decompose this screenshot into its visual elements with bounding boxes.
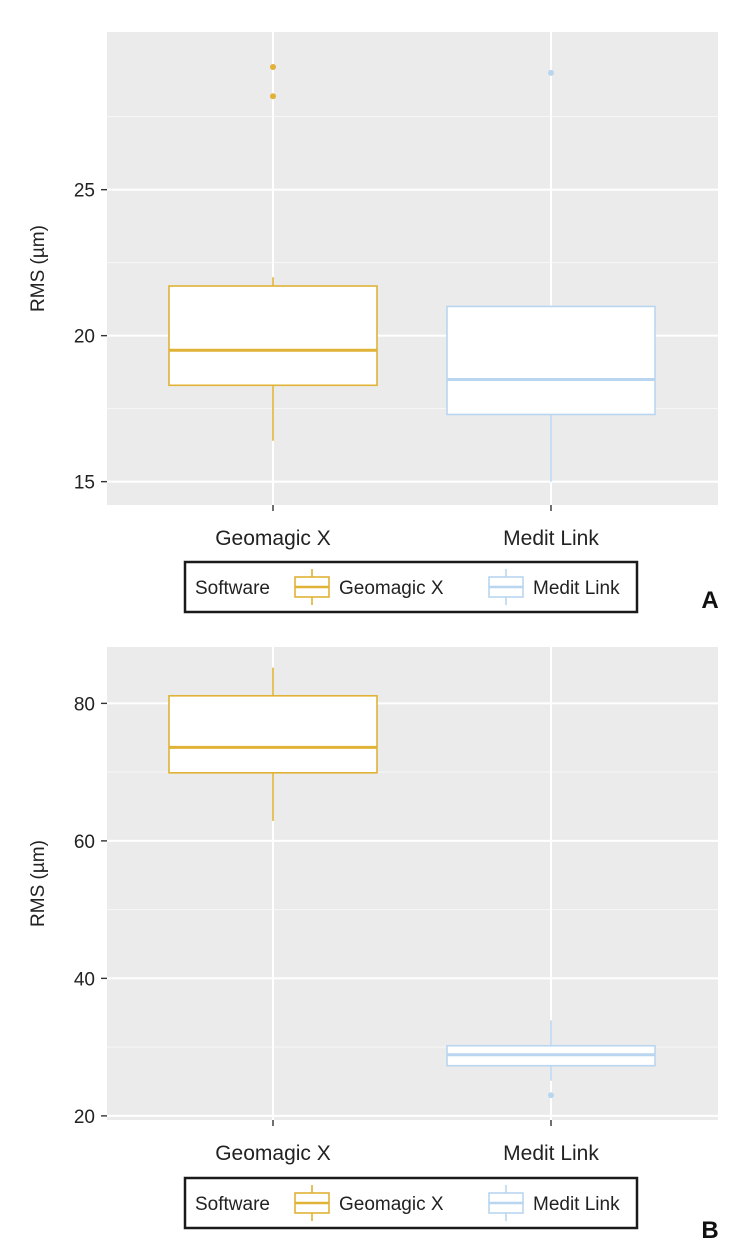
legend: Software Geomagic X Medit Link: [183, 560, 639, 614]
panel-label: A: [701, 587, 718, 614]
legend-key-medit-link: Medit Link: [488, 569, 620, 605]
panel-label: B: [701, 1217, 718, 1244]
legend-key-geomagic-x: Geomagic X: [294, 569, 444, 605]
box-medit-link: [446, 69, 656, 482]
y-tick-label: 25: [74, 181, 95, 202]
legend-entry-label: Medit Link: [533, 578, 620, 599]
x-tick-label: Geomagic X: [215, 1142, 331, 1165]
legend-frame: [183, 1176, 639, 1230]
y-tick-label: 60: [74, 832, 95, 853]
box-iqr: [446, 305, 656, 416]
legend-frame: [183, 560, 639, 614]
y-tick-label: 20: [74, 327, 95, 348]
box-geomagic-x: [168, 667, 378, 821]
y-axis-title: RMS (µm): [28, 225, 49, 312]
box-iqr: [168, 285, 378, 387]
y-tick-label: 20: [74, 1107, 95, 1128]
chart-panel-b: 20 40 60 80 Geomagic X Medit Link RMS (µm) Soft…: [28, 647, 719, 1244]
x-tick-label: Medit Link: [503, 1142, 599, 1165]
box-medit-link: [446, 1020, 656, 1099]
outlier-point: [548, 1092, 554, 1099]
outlier-point: [270, 93, 276, 100]
plot-background: [107, 32, 718, 505]
legend-title: Software: [195, 578, 270, 599]
box-geomagic-x: [168, 64, 378, 441]
legend-entry-label: Medit Link: [533, 1194, 620, 1215]
box-iqr: [168, 695, 378, 774]
legend-entry-label: Geomagic X: [339, 1194, 444, 1215]
y-axis-title: RMS (µm): [28, 840, 49, 927]
legend-key-medit-link: Medit Link: [488, 1185, 620, 1221]
y-tick-label: 15: [74, 473, 95, 494]
outlier-point: [270, 64, 276, 71]
outlier-point: [548, 69, 554, 76]
y-tick-label: 80: [74, 694, 95, 715]
legend-key-geomagic-x: Geomagic X: [294, 1185, 444, 1221]
chart-panel-a: 15 20 25 Geomagic X Medit Link RMS (µm) Softwa…: [28, 32, 719, 614]
legend: Software Geomagic X Medit Link: [183, 1176, 639, 1230]
x-tick-label: Geomagic X: [215, 527, 331, 550]
legend-entry-label: Geomagic X: [339, 578, 444, 599]
x-tick-label: Medit Link: [503, 527, 599, 550]
legend-title: Software: [195, 1194, 270, 1215]
y-tick-label: 40: [74, 969, 95, 990]
